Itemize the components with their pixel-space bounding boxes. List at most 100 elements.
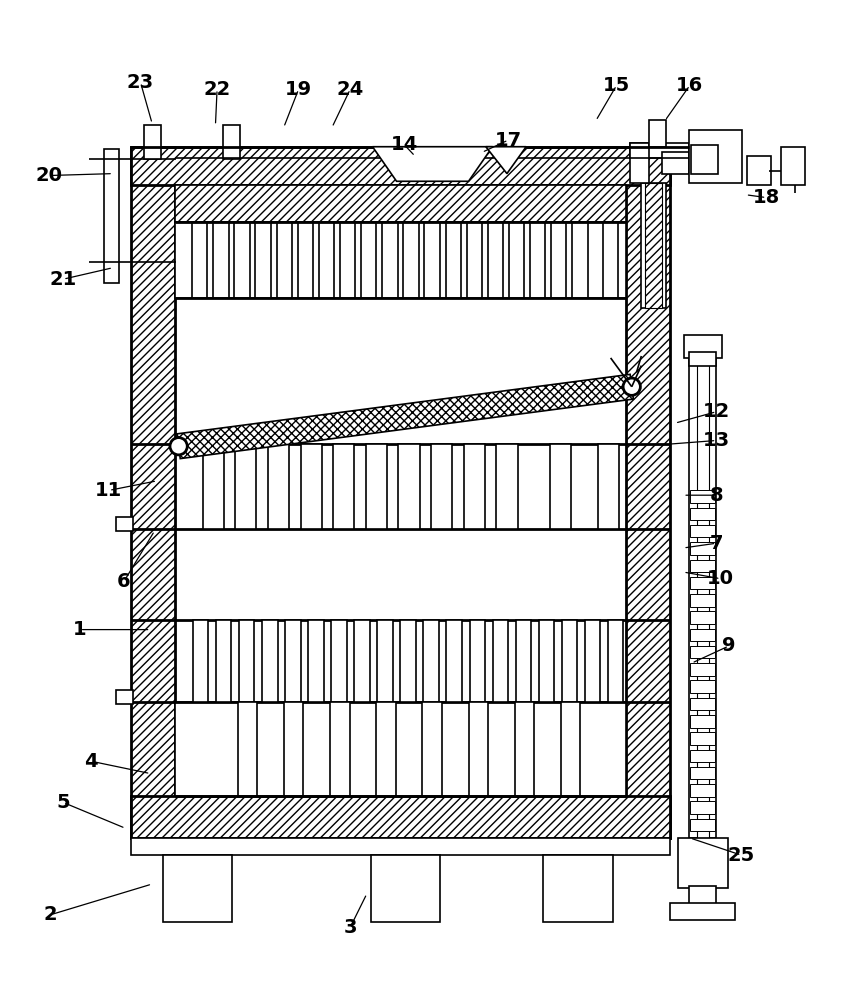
Bar (382, 222, 397, 298)
Bar (361, 222, 376, 298)
Bar (690, 819, 715, 831)
Bar (466, 222, 482, 298)
Bar (104, 149, 119, 283)
Bar (403, 222, 419, 298)
Bar (690, 542, 715, 555)
Bar (492, 620, 508, 702)
Bar (572, 222, 588, 298)
Bar (530, 222, 545, 298)
Text: 22: 22 (204, 80, 231, 99)
Bar (690, 732, 715, 745)
Bar (645, 183, 662, 308)
Text: 17: 17 (495, 130, 522, 149)
Bar (216, 620, 231, 702)
Bar (277, 222, 292, 298)
Text: 3: 3 (343, 918, 357, 937)
Bar (780, 147, 805, 185)
Bar (690, 663, 715, 676)
Bar (234, 222, 250, 298)
Bar (509, 222, 525, 298)
Bar (690, 784, 715, 797)
Bar (690, 750, 715, 762)
Text: 24: 24 (336, 80, 364, 99)
Bar (309, 620, 323, 702)
Text: 19: 19 (285, 80, 312, 99)
Text: 2: 2 (44, 905, 57, 924)
Bar (256, 222, 271, 298)
Bar (447, 620, 462, 702)
Bar (603, 222, 618, 298)
Text: 18: 18 (753, 188, 780, 207)
Bar (488, 222, 503, 298)
Bar (239, 620, 254, 702)
Text: 15: 15 (603, 76, 630, 95)
Bar (319, 222, 334, 298)
Text: 12: 12 (703, 402, 730, 421)
Text: 9: 9 (722, 636, 736, 655)
Text: 6: 6 (117, 572, 131, 591)
Bar (175, 702, 626, 796)
Bar (689, 130, 742, 183)
Bar (584, 620, 600, 702)
Bar (690, 560, 715, 572)
Bar (366, 444, 387, 529)
Bar (678, 838, 727, 888)
Polygon shape (373, 147, 492, 181)
Bar (690, 629, 715, 641)
Bar (562, 620, 577, 702)
Bar (690, 698, 715, 710)
Bar (131, 838, 670, 855)
Text: 10: 10 (707, 569, 734, 588)
Bar (163, 855, 232, 922)
Bar (330, 702, 349, 796)
Bar (689, 886, 716, 915)
Text: 8: 8 (710, 486, 723, 505)
Bar (642, 183, 667, 308)
Bar (235, 444, 257, 529)
Bar (399, 444, 420, 529)
Bar (690, 577, 715, 589)
Bar (629, 143, 649, 183)
Bar (497, 444, 518, 529)
Bar (131, 147, 175, 838)
Text: 20: 20 (36, 166, 62, 185)
Bar (516, 620, 531, 702)
Bar (689, 352, 716, 366)
Bar (370, 855, 440, 922)
Bar (690, 801, 715, 814)
Circle shape (170, 438, 187, 455)
Bar (690, 680, 715, 693)
Bar (662, 152, 689, 174)
Bar (468, 702, 488, 796)
Bar (670, 903, 735, 920)
Bar (203, 444, 224, 529)
Bar (470, 620, 485, 702)
Bar (116, 517, 134, 531)
Bar (355, 620, 369, 702)
Bar (333, 444, 355, 529)
Polygon shape (486, 147, 526, 174)
Text: 13: 13 (703, 431, 730, 450)
Bar (285, 620, 301, 702)
Text: 4: 4 (84, 752, 97, 771)
Bar (301, 444, 322, 529)
Bar (515, 702, 534, 796)
Text: 7: 7 (710, 534, 723, 553)
Bar (377, 620, 393, 702)
Bar (192, 222, 207, 298)
Bar (144, 125, 161, 159)
Bar (131, 147, 670, 185)
Bar (268, 444, 289, 529)
Circle shape (623, 378, 641, 395)
Bar (690, 715, 715, 728)
Bar (561, 702, 580, 796)
Bar (689, 358, 716, 838)
Bar (213, 222, 229, 298)
Bar (446, 222, 461, 298)
Text: 21: 21 (49, 270, 77, 289)
Bar (423, 620, 439, 702)
Text: 14: 14 (391, 135, 418, 154)
Text: 25: 25 (727, 846, 755, 865)
Bar (691, 145, 718, 174)
Text: 16: 16 (676, 76, 703, 95)
